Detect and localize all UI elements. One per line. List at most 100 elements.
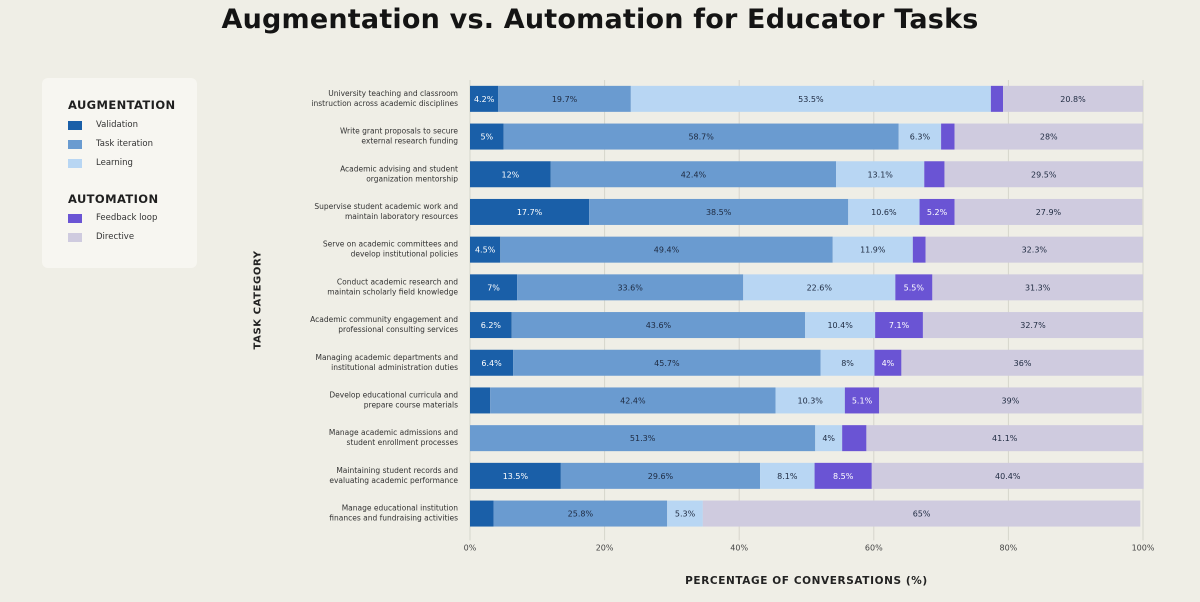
bar-segment-learning [836, 161, 925, 188]
bar-segment-learning [775, 387, 845, 414]
data-label: 32.3% [1022, 246, 1048, 255]
data-label: 41.1% [992, 434, 1018, 443]
bar-segment-learning [898, 123, 942, 150]
bar-segment-validation [470, 462, 561, 489]
data-label: 6.3% [910, 133, 931, 142]
legend-label-learning: Learning [96, 158, 133, 168]
data-label: 28% [1040, 133, 1058, 142]
bar-segment-directive [944, 161, 1143, 188]
data-label: 5.5% [904, 283, 925, 292]
legend-swatch-directive [68, 232, 82, 242]
category-label: Maintaining student records and [336, 466, 458, 475]
data-label: 5.1% [852, 396, 873, 405]
bar-segment-learning [815, 425, 843, 452]
bar-segment-validation [470, 236, 501, 263]
bar-segment-directive [879, 387, 1142, 414]
legend-heading-automation: AUTOMATION [68, 192, 159, 206]
data-label: 27.9% [1036, 208, 1062, 217]
x-tick-label: 100% [1132, 543, 1155, 552]
data-label: 8.1% [777, 472, 798, 481]
category-label: external research funding [361, 137, 458, 146]
bar-segment-validation [470, 85, 499, 112]
legend-label-directive: Directive [96, 232, 135, 242]
data-label: 13.5% [503, 472, 529, 481]
category-label: Academic advising and student [340, 164, 458, 173]
legend-item-directive: Directive [68, 231, 134, 243]
bar-segment-task-iteration [550, 161, 837, 188]
bar-segment-task-iteration [511, 312, 806, 339]
legend-item-learning: Learning [68, 157, 133, 169]
bar-segment-validation [470, 198, 590, 225]
data-label: 4% [882, 359, 895, 368]
bar-segment-directive [871, 462, 1144, 489]
data-label: 8% [841, 359, 854, 368]
bar-segment-learning [848, 198, 920, 225]
data-label: 17.7% [517, 208, 543, 217]
data-label: 42.4% [681, 170, 707, 179]
category-label: prepare course materials [364, 400, 458, 409]
data-label: 39% [1002, 396, 1020, 405]
bar-segment-validation [470, 123, 504, 150]
category-label: Manage academic admissions and [329, 428, 458, 437]
bar-segment-learning [760, 462, 815, 489]
category-label: professional consulting services [338, 325, 458, 334]
x-tick-label: 0% [464, 543, 477, 552]
data-label: 40.4% [995, 472, 1021, 481]
data-label: 42.4% [620, 396, 646, 405]
bar-segment-validation [470, 500, 494, 527]
bar-segment-learning [820, 349, 875, 376]
category-label: maintain laboratory resources [345, 212, 458, 221]
bar-segment-directive [922, 312, 1143, 339]
bar-segment-learning [832, 236, 913, 263]
data-label: 6.2% [481, 321, 502, 330]
bar-segment-learning [805, 312, 876, 339]
legend-item-feedback-loop: Feedback loop [68, 212, 157, 224]
bar-segment-directive [702, 500, 1141, 527]
data-label: 29.5% [1031, 170, 1057, 179]
bar-segment-feedback-loop [875, 312, 923, 339]
bar-segment-directive [1003, 85, 1143, 112]
x-tick-label: 80% [1000, 543, 1018, 552]
legend: AUGMENTATION Validation Task iteration L… [42, 78, 197, 268]
category-label: develop institutional policies [351, 250, 458, 259]
data-label: 22.6% [807, 283, 833, 292]
bar-segment-feedback-loop [842, 425, 867, 452]
bar-segment-learning [743, 274, 896, 301]
category-label: Serve on academic committees and [323, 240, 458, 249]
x-tick-label: 40% [730, 543, 748, 552]
legend-label-validation: Validation [96, 120, 138, 130]
data-label: 5.2% [927, 208, 948, 217]
bar-segment-directive [954, 123, 1143, 150]
data-label: 65% [913, 510, 931, 519]
category-label: Managing academic departments and [315, 353, 458, 362]
data-label: 32.7% [1020, 321, 1046, 330]
data-label: 8.5% [833, 472, 854, 481]
data-label: 19.7% [552, 95, 578, 104]
category-label: finances and fundraising activities [329, 514, 458, 523]
data-label: 49.4% [654, 246, 680, 255]
data-label: 11.9% [860, 246, 886, 255]
data-label: 33.6% [617, 283, 643, 292]
bar-segment-feedback-loop [814, 462, 872, 489]
category-label: Write grant proposals to secure [340, 127, 458, 136]
data-label: 29.6% [648, 472, 674, 481]
bar-segment-directive [866, 425, 1143, 452]
data-label: 45.7% [654, 359, 680, 368]
category-label: Academic community engagement and [310, 315, 458, 324]
bar-segment-feedback-loop [941, 123, 955, 150]
legend-label-task-iteration: Task iteration [96, 139, 153, 149]
category-label: Supervise student academic work and [314, 202, 458, 211]
data-label: 58.7% [688, 133, 714, 142]
legend-swatch-learning [68, 158, 82, 168]
bar-segment-validation [470, 312, 512, 339]
category-label: institutional administration duties [331, 363, 458, 372]
bar-segment-validation [470, 274, 518, 301]
category-label: maintain scholarly field knowledge [327, 287, 458, 296]
legend-item-validation: Validation [68, 119, 138, 131]
bar-segment-task-iteration [490, 387, 776, 414]
legend-label-feedback-loop: Feedback loop [96, 213, 158, 223]
category-label: Manage educational institution [342, 504, 459, 513]
bar-segment-learning [630, 85, 991, 112]
bar-segment-validation [470, 161, 551, 188]
bar-segment-feedback-loop [919, 198, 955, 225]
